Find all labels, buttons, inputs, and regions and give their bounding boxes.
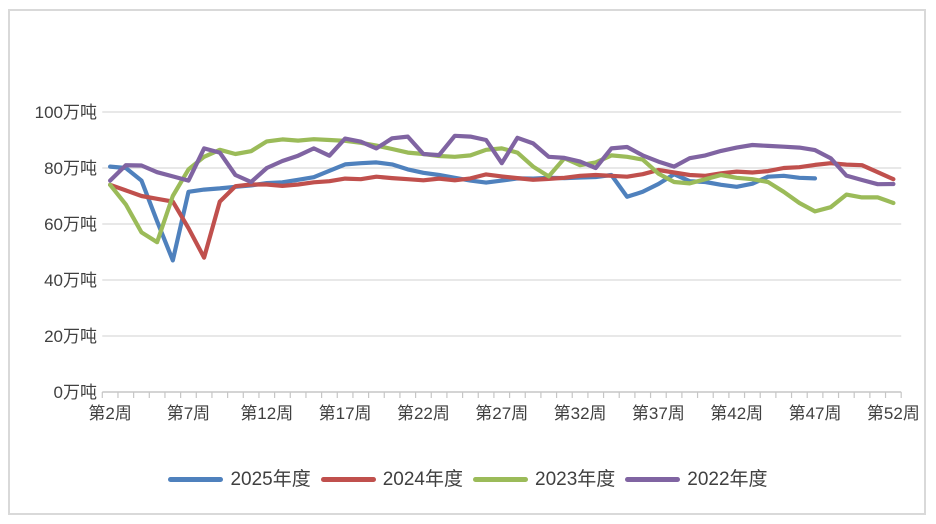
- legend-item-2025年度: 2025年度: [168, 468, 311, 490]
- x-axis-tick-label: 第7周: [167, 404, 210, 423]
- legend-swatch: [473, 476, 528, 482]
- x-axis-tick-label: 第37周: [632, 404, 685, 423]
- y-axis-tick-label: 20万吨: [44, 327, 97, 346]
- chart-frame: [8, 9, 926, 515]
- x-axis-tick-label: 第52周: [867, 404, 920, 423]
- series-line-2022年度: [107, 133, 896, 187]
- chart-legend: 2025年度 2024年度 2023年度 2022年度: [0, 464, 936, 494]
- x-axis-tick-label: 第42周: [710, 404, 763, 423]
- legend-item-2022年度: 2022年度: [625, 468, 768, 490]
- legend-item-2024年度: 2024年度: [320, 468, 463, 490]
- series-line-2024年度: [107, 161, 896, 260]
- y-axis-tick-label: 80万吨: [44, 159, 97, 178]
- y-axis-tick-label: 40万吨: [44, 271, 97, 290]
- x-axis-tick-label: 第22周: [397, 404, 450, 423]
- x-axis-tick-label: 第32周: [554, 404, 607, 423]
- legend-swatch: [625, 476, 681, 482]
- legend-label: 2023年度: [535, 468, 616, 490]
- series-line-2023年度: [107, 137, 896, 245]
- y-axis-tick-label: 60万吨: [44, 215, 97, 234]
- x-axis-tick-label: 第27周: [475, 404, 528, 423]
- legend-label: 2024年度: [382, 468, 463, 490]
- x-axis-tick-label: 第12周: [240, 404, 293, 423]
- legend-swatch: [168, 476, 224, 482]
- x-axis-tick-label: 第17周: [319, 404, 372, 423]
- legend-item-2023年度: 2023年度: [473, 470, 615, 489]
- legend-label: 2025年度: [230, 468, 311, 490]
- legend-swatch: [320, 476, 376, 482]
- y-axis-tick-label: 0万吨: [54, 383, 97, 402]
- x-axis-tick-label: 第47周: [789, 404, 842, 423]
- y-axis-tick-label: 100万吨: [35, 103, 97, 122]
- legend-label: 2022年度: [687, 468, 768, 490]
- x-axis-tick-label: 第2周: [88, 404, 131, 423]
